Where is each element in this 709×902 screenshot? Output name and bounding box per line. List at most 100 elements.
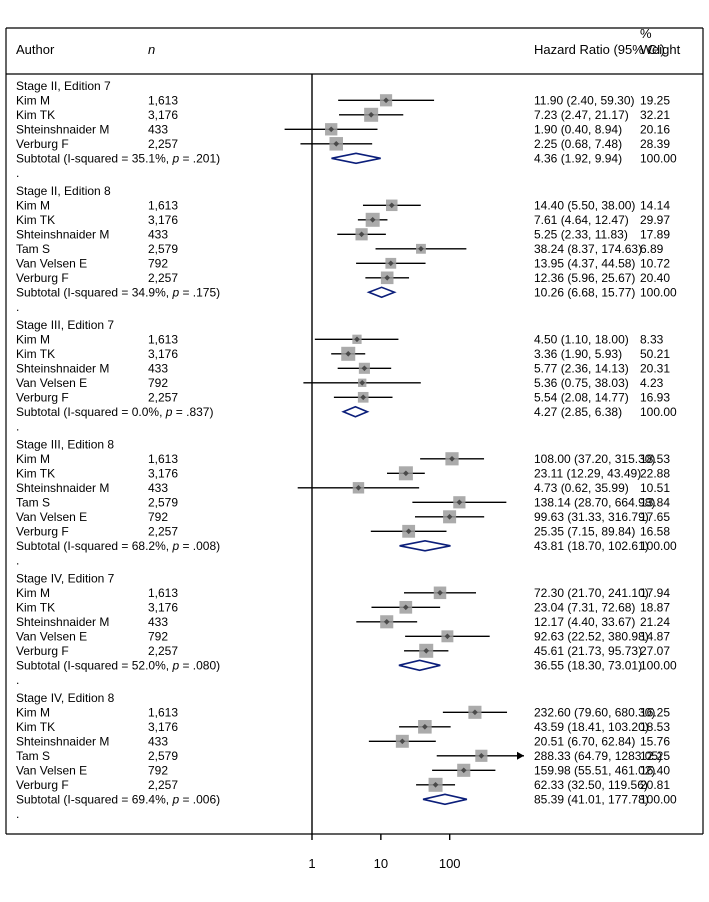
svg-text:Subtotal (I-squared = 34.9%,: Subtotal (I-squared = 34.9%, p = .175): [16, 286, 220, 300]
forest-plot: AuthornHazard Ratio (95% CI)%Weight11010…: [0, 0, 709, 902]
svg-text:Subtotal (I-squared = 52.0%,: Subtotal (I-squared = 52.0%, p = .080): [16, 659, 220, 673]
svg-text:100.00: 100.00: [640, 539, 677, 553]
svg-text:16.25: 16.25: [640, 706, 670, 720]
svg-text:792: 792: [148, 764, 168, 778]
svg-text:29.97: 29.97: [640, 213, 670, 227]
svg-text:5.77 (2.36, 14.13): 5.77 (2.36, 14.13): [534, 362, 629, 376]
svg-text:4.73 (0.62, 35.99): 4.73 (0.62, 35.99): [534, 481, 629, 495]
svg-text:Verburg F: Verburg F: [16, 644, 69, 658]
svg-text:13.95 (4.37, 44.58): 13.95 (4.37, 44.58): [534, 257, 635, 271]
svg-text:3,176: 3,176: [148, 108, 178, 122]
svg-text:Shteinshnaider M: Shteinshnaider M: [16, 123, 109, 137]
svg-text:100.00: 100.00: [640, 405, 677, 419]
svg-text:10.26 (6.68, 15.77): 10.26 (6.68, 15.77): [534, 286, 635, 300]
svg-text:Van Velsen E: Van Velsen E: [16, 510, 87, 524]
svg-text:Tam S: Tam S: [16, 749, 50, 763]
svg-text:1: 1: [308, 856, 315, 871]
svg-text:Stage IV, Edition 8: Stage IV, Edition 8: [16, 691, 115, 705]
svg-text:3,176: 3,176: [148, 347, 178, 361]
svg-text:Kim M: Kim M: [16, 94, 50, 108]
svg-text:433: 433: [148, 615, 168, 629]
svg-text:7.23 (2.47, 21.17): 7.23 (2.47, 21.17): [534, 108, 629, 122]
svg-text:2,257: 2,257: [148, 391, 178, 405]
svg-text:17.65: 17.65: [640, 510, 670, 524]
svg-text:20.31: 20.31: [640, 362, 670, 376]
svg-text:10.72: 10.72: [640, 257, 670, 271]
svg-text:Shteinshnaider M: Shteinshnaider M: [16, 228, 109, 242]
svg-text:21.24: 21.24: [640, 615, 670, 629]
svg-text:3,176: 3,176: [148, 720, 178, 734]
svg-text:10.51: 10.51: [640, 481, 670, 495]
svg-text:Verburg F: Verburg F: [16, 391, 69, 405]
svg-text:2,579: 2,579: [148, 496, 178, 510]
svg-text:100.00: 100.00: [640, 793, 677, 807]
svg-text:n: n: [148, 42, 155, 57]
svg-text:18.87: 18.87: [640, 601, 670, 615]
svg-text:Kim TK: Kim TK: [16, 108, 55, 122]
svg-text:18.53: 18.53: [640, 720, 670, 734]
svg-text:20.16: 20.16: [640, 123, 670, 137]
svg-text:Kim M: Kim M: [16, 333, 50, 347]
svg-text:20.81: 20.81: [640, 778, 670, 792]
svg-text:433: 433: [148, 123, 168, 137]
svg-text:Van Velsen E: Van Velsen E: [16, 764, 87, 778]
svg-text:62.33 (32.50, 119.56): 62.33 (32.50, 119.56): [534, 778, 648, 792]
svg-text:792: 792: [148, 630, 168, 644]
svg-text:1.90 (0.40, 8.94): 1.90 (0.40, 8.94): [534, 123, 622, 137]
svg-text:3,176: 3,176: [148, 213, 178, 227]
svg-text:4.36 (1.92, 9.94): 4.36 (1.92, 9.94): [534, 152, 622, 166]
svg-text:13.84: 13.84: [640, 496, 670, 510]
svg-text:792: 792: [148, 376, 168, 390]
svg-text:12.25: 12.25: [640, 749, 670, 763]
svg-text:2,257: 2,257: [148, 778, 178, 792]
svg-text:Van Velsen E: Van Velsen E: [16, 376, 87, 390]
svg-text:4.50 (1.10, 18.00): 4.50 (1.10, 18.00): [534, 333, 629, 347]
svg-text:3.36 (1.90, 5.93): 3.36 (1.90, 5.93): [534, 347, 622, 361]
svg-text:100.00: 100.00: [640, 286, 677, 300]
svg-text:100: 100: [439, 856, 461, 871]
svg-text:Kim TK: Kim TK: [16, 601, 55, 615]
svg-text:4.27 (2.85, 6.38): 4.27 (2.85, 6.38): [534, 405, 622, 419]
svg-text:Subtotal (I-squared = 0.0%, p: Subtotal (I-squared = 0.0%, p = .837): [16, 405, 213, 419]
svg-text:72.30 (21.70, 241.10): 72.30 (21.70, 241.10): [534, 586, 649, 600]
svg-text:100.00: 100.00: [640, 659, 677, 673]
svg-text:1,613: 1,613: [148, 586, 178, 600]
svg-text:792: 792: [148, 510, 168, 524]
svg-text:22.88: 22.88: [640, 467, 670, 481]
svg-text:3,176: 3,176: [148, 601, 178, 615]
svg-text:Verburg F: Verburg F: [16, 137, 69, 151]
svg-text:14.14: 14.14: [640, 199, 670, 213]
svg-text:23.11 (12.29, 43.49): 23.11 (12.29, 43.49): [534, 467, 641, 481]
svg-text:20.40: 20.40: [640, 271, 670, 285]
svg-text:3,176: 3,176: [148, 467, 178, 481]
svg-text:.: .: [16, 300, 19, 314]
svg-text:5.54 (2.08, 14.77): 5.54 (2.08, 14.77): [534, 391, 629, 405]
svg-text:100.00: 100.00: [640, 152, 677, 166]
svg-text:6.89: 6.89: [640, 242, 664, 256]
svg-text:Author: Author: [16, 42, 55, 57]
svg-text:10: 10: [374, 856, 388, 871]
svg-text:Van Velsen E: Van Velsen E: [16, 257, 87, 271]
svg-text:2,257: 2,257: [148, 137, 178, 151]
svg-text:Stage III, Edition 7: Stage III, Edition 7: [16, 318, 114, 332]
svg-text:5.36 (0.75, 38.03): 5.36 (0.75, 38.03): [534, 376, 629, 390]
svg-text:Kim TK: Kim TK: [16, 347, 55, 361]
svg-text:.: .: [16, 807, 19, 821]
svg-text:Verburg F: Verburg F: [16, 525, 69, 539]
svg-text:7.61 (4.64, 12.47): 7.61 (4.64, 12.47): [534, 213, 629, 227]
svg-text:20.51 (6.70, 62.84): 20.51 (6.70, 62.84): [534, 735, 635, 749]
svg-text:Stage III, Edition 8: Stage III, Edition 8: [16, 438, 114, 452]
svg-text:.: .: [16, 420, 19, 434]
svg-text:159.98 (55.51, 461.02): 159.98 (55.51, 461.02): [534, 764, 655, 778]
svg-text:14.40 (5.50, 38.00): 14.40 (5.50, 38.00): [534, 199, 635, 213]
svg-text:Tam S: Tam S: [16, 496, 50, 510]
svg-text:5.25 (2.33, 11.83): 5.25 (2.33, 11.83): [534, 228, 628, 242]
svg-text:Shteinshnaider M: Shteinshnaider M: [16, 735, 109, 749]
svg-text:Tam S: Tam S: [16, 242, 50, 256]
svg-text:Kim TK: Kim TK: [16, 213, 55, 227]
svg-text:8.33: 8.33: [640, 333, 664, 347]
svg-text:Kim M: Kim M: [16, 586, 50, 600]
svg-text:18.53: 18.53: [640, 452, 670, 466]
svg-text:Stage II, Edition 8: Stage II, Edition 8: [16, 184, 111, 198]
svg-text:2,257: 2,257: [148, 644, 178, 658]
